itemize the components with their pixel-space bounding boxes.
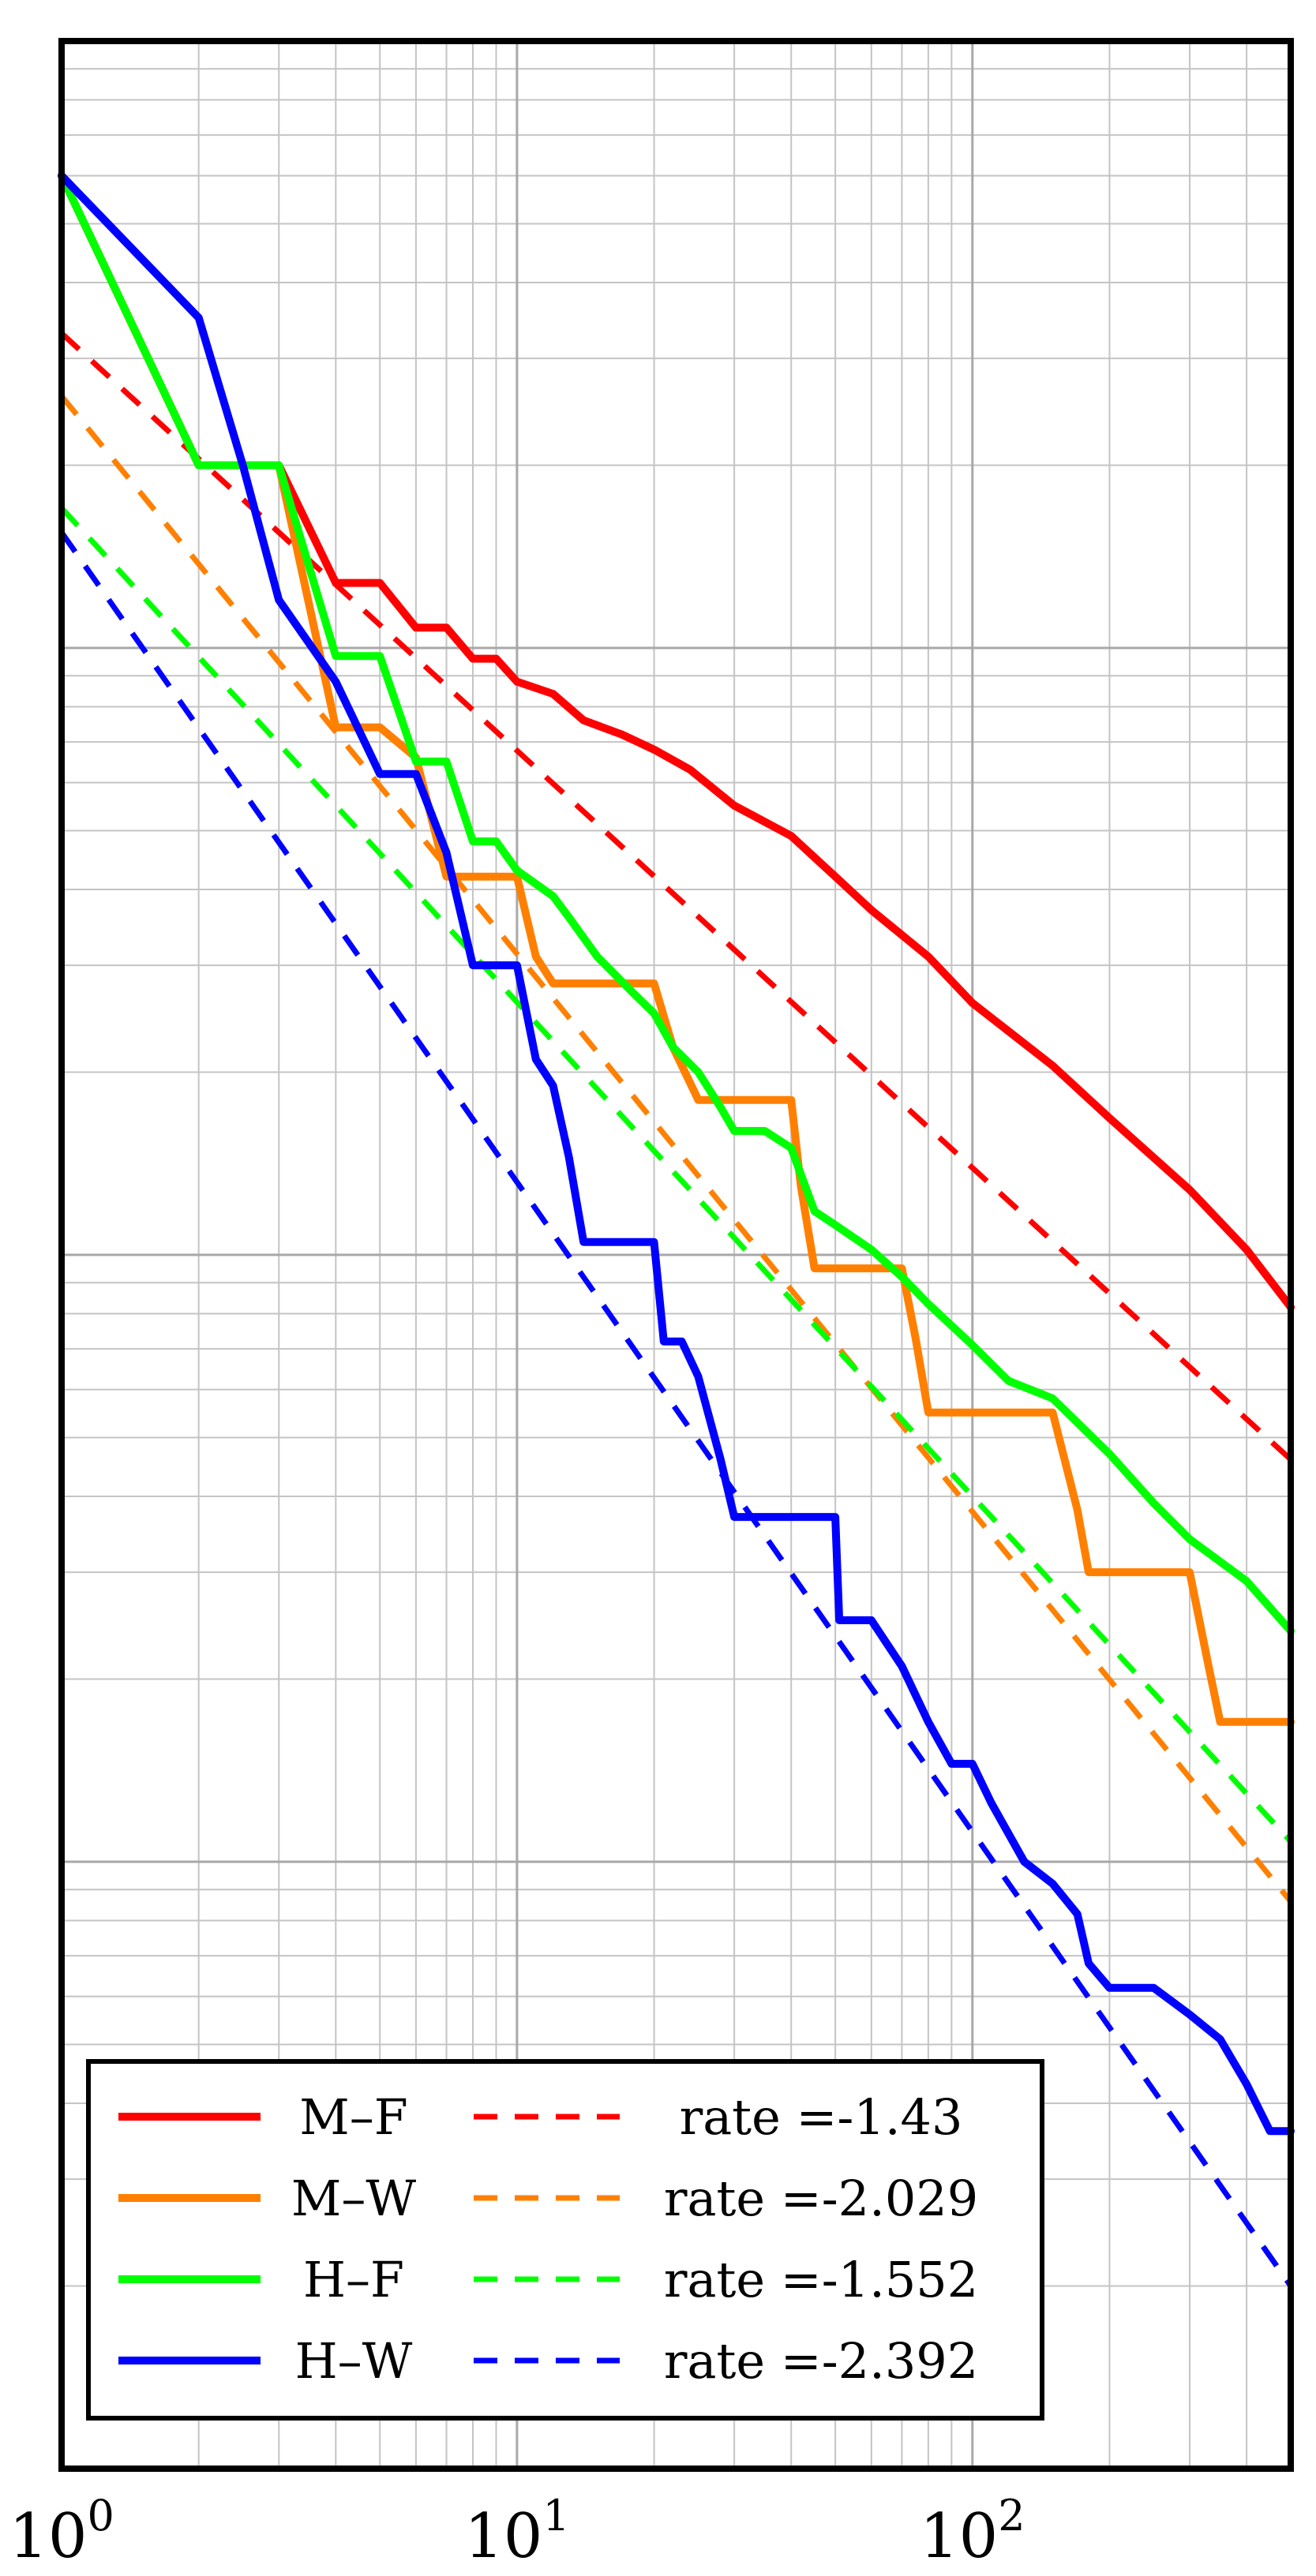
x-tick-base: 10: [9, 2501, 87, 2572]
x-tick-label: 102: [920, 2491, 1025, 2572]
fit-line-rate-2-029: [59, 394, 1293, 1904]
x-tick-exponent: 0: [87, 2491, 114, 2540]
x-axis-ticks: 100 101 102: [9, 2491, 1025, 2572]
legend-rows: M–F rate =-1.43 M–W rate =-2.029 H–F rate =-1…: [118, 2088, 978, 2390]
legend-solid-label: H–W: [295, 2332, 413, 2390]
legend-solid-label: M–F: [299, 2088, 408, 2146]
fit-line-rate-1-43: [59, 331, 1293, 1462]
plot-frame: [58, 38, 1294, 2472]
x-tick-base: 10: [464, 2501, 542, 2572]
legend-row: M–F rate =-1.43: [118, 2088, 962, 2146]
x-tick-base: 10: [920, 2501, 998, 2572]
legend-solid-label: M–W: [291, 2170, 416, 2227]
series-line-m-w: [58, 171, 1295, 1726]
legend-row: H–W rate =-2.392: [118, 2332, 978, 2390]
legend: M–F rate =-1.43 M–W rate =-2.029 H–F rate =-1…: [86, 2059, 1044, 2421]
fit-line-rate-1-552: [59, 506, 1293, 1844]
legend-dashed-label: rate =-1.552: [664, 2251, 978, 2308]
legend-dashed-label: rate =-2.029: [664, 2170, 978, 2227]
legend-row: H–F rate =-1.552: [118, 2251, 978, 2308]
series-layer: [58, 171, 1295, 2288]
legend-dashed-label: rate =-2.392: [664, 2332, 978, 2390]
legend-solid-label: H–F: [303, 2251, 404, 2308]
x-tick-exponent: 1: [542, 2491, 569, 2540]
x-tick-exponent: 2: [998, 2491, 1025, 2540]
legend-dashed-label: rate =-1.43: [680, 2088, 963, 2146]
x-tick-label: 100: [9, 2491, 114, 2572]
series-line-h-f: [58, 171, 1295, 1635]
series-line-m-f: [58, 171, 1295, 1312]
x-tick-label: 101: [464, 2491, 570, 2572]
legend-row: M–W rate =-2.029: [118, 2170, 978, 2227]
fit-line-rate-2-392: [59, 530, 1293, 2288]
series-line-h-w: [58, 171, 1295, 2136]
